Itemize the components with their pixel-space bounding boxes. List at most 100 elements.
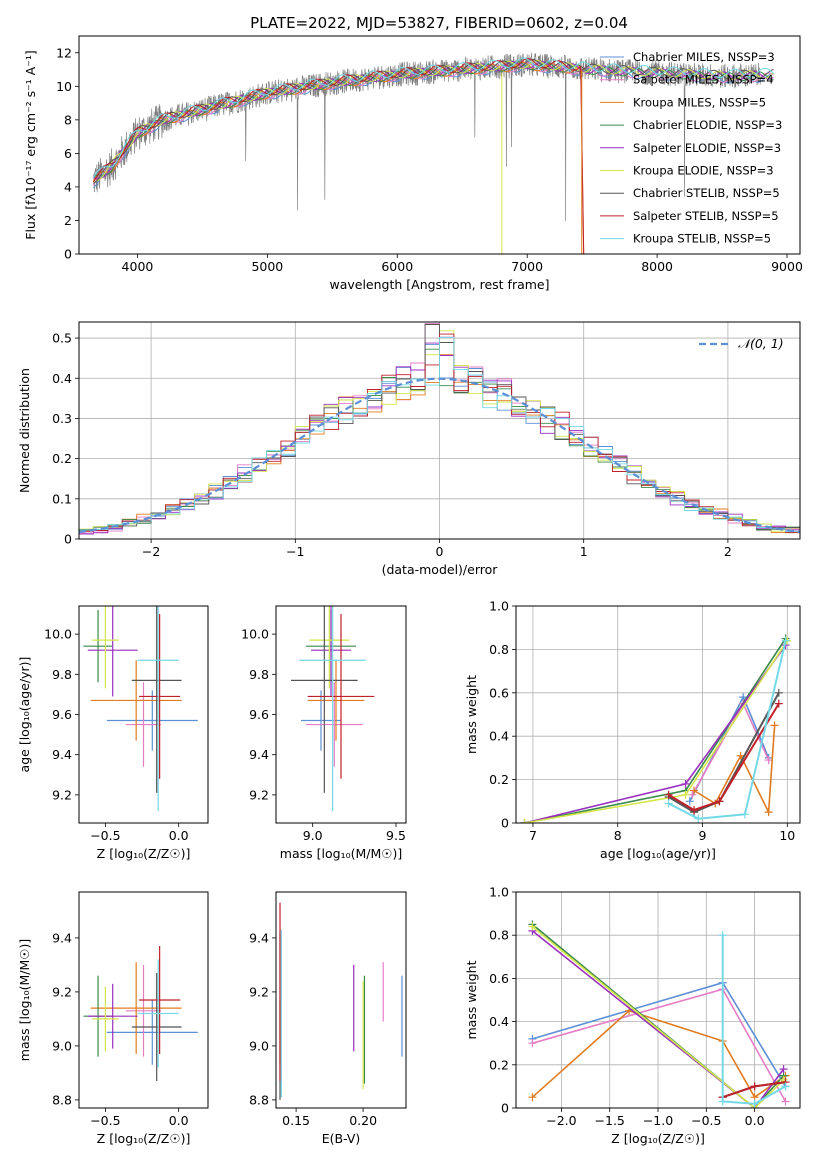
y-tick-label: 9.6 xyxy=(249,707,269,722)
spectrum-lines xyxy=(92,52,774,254)
marker-kroupa_stelib xyxy=(750,1099,759,1108)
x-tick-label: 6000 xyxy=(381,259,413,274)
x-tick-label: −2.0 xyxy=(546,1113,576,1128)
spectrum-legend: Chabrier MILES, NSSP=3 Salpeter MILES, NS… xyxy=(600,50,782,246)
x-tick-label: −1.5 xyxy=(595,1113,625,1128)
legend-entry: 𝒩(0, 1) xyxy=(738,336,784,351)
marker-kroupa_miles xyxy=(528,1093,537,1102)
y-tick-label: 9.6 xyxy=(52,707,72,722)
x-axis-label: Z [log₁₀(Z/Z☉)] xyxy=(97,846,191,861)
y-tick-label: 9.4 xyxy=(249,747,269,762)
legend-entry: Kroupa MILES, NSSP=5 xyxy=(633,95,766,109)
y-tick-label: 0.2 xyxy=(52,451,72,466)
legend-entry: Chabrier STELIB, NSSP=5 xyxy=(633,186,780,200)
marker-salpeter_stelib xyxy=(690,805,699,814)
series-salpeter_stelib xyxy=(668,703,780,812)
y-tick-label: 10 xyxy=(56,79,72,94)
x-tick-label: 8 xyxy=(614,828,622,843)
model-chabrier_stelib xyxy=(93,58,774,184)
x-tick-label: −0.5 xyxy=(691,1113,721,1128)
x-tick-label: −0.5 xyxy=(90,1113,120,1128)
x-tick-label: 0.0 xyxy=(169,1113,189,1128)
y-tick-label: 8.8 xyxy=(249,1092,269,1107)
x-axis-label: E(B-V) xyxy=(322,1131,361,1146)
y-tick-label: 10.0 xyxy=(241,627,269,642)
y-tick-label: 0 xyxy=(64,247,72,262)
age_vs_Z-panel: −0.5 0.0 9.2 9.4 9.6 9.8 10.0 Z [log₁₀(Z/Z☉)] ag… xyxy=(17,605,209,861)
series-kroupa_elodie xyxy=(531,925,785,1108)
x-tick-label: −2 xyxy=(142,544,160,559)
y-tick-label: 9.2 xyxy=(52,787,72,802)
marker-kroupa_elodie xyxy=(681,790,690,799)
y-axis-label: age [log₁₀(age/yr)] xyxy=(17,657,32,773)
y-tick-label: 0.6 xyxy=(489,685,509,700)
x-tick-label: 2 xyxy=(724,544,732,559)
marker-kroupa_elodie xyxy=(520,819,529,823)
y-tick-label: 9.0 xyxy=(249,1038,269,1053)
x-axis-label: Z [log₁₀(Z/Z☉)] xyxy=(97,1131,191,1146)
y-tick-label: 0 xyxy=(501,816,509,831)
marker-kroupa_miles xyxy=(764,808,773,817)
marker-salpeter_elodie xyxy=(681,779,690,788)
x-axis-label: age [log₁₀(age/yr)] xyxy=(600,846,716,861)
marker-kroupa_elodie xyxy=(528,922,537,931)
legend-entry: Salpeter ELODIE, NSSP=3 xyxy=(633,141,781,155)
spectrum-panel: Chabrier MILES, NSSP=3 Salpeter MILES, NS… xyxy=(23,35,803,292)
y-tick-label: 0.6 xyxy=(489,971,509,986)
x-tick-label: 0.0 xyxy=(745,1113,765,1128)
y-tick-label: 0.8 xyxy=(489,928,509,943)
hist-kroupa_stelib xyxy=(79,337,800,534)
y-tick-label: 0.2 xyxy=(489,772,509,787)
errorbars xyxy=(291,606,375,811)
y-tick-label: 9.2 xyxy=(52,984,72,999)
x-tick-label: 10 xyxy=(779,828,795,843)
series-chabrier_elodie xyxy=(531,923,785,1108)
marker-kroupa_stelib xyxy=(781,636,790,645)
marker-kroupa_stelib xyxy=(694,814,703,823)
axes-frame xyxy=(275,891,407,1109)
series-kroupa_stelib xyxy=(721,935,786,1105)
mass_weight_vs_Z-panel: −2.0 −1.5 −1.0 −0.5 0.0 0 0.2 0.4 0.6 0.8 1.0 Z [lo… xyxy=(464,885,801,1146)
x-tick-label: 9.0 xyxy=(303,828,323,843)
marker-chabrier_stelib xyxy=(774,688,783,697)
series-kroupa_stelib xyxy=(668,640,787,820)
x-tick-label: −0.5 xyxy=(90,828,120,843)
x-tick-label: 9 xyxy=(699,828,707,843)
mass_weight_vs_age-panel: 7 8 9 10 0 0.2 0.4 0.6 0.8 1.0 age [log₁₀(age/yr)]… xyxy=(464,599,801,861)
x-tick-label: 0.0 xyxy=(169,828,189,843)
legend-entry: Kroupa ELODIE, NSSP=3 xyxy=(633,164,774,178)
y-tick-label: 9.2 xyxy=(249,984,269,999)
y-tick-label: 0.4 xyxy=(52,371,72,386)
y-axis-label: mass [log₁₀(M/M☉)] xyxy=(17,939,32,1061)
y-tick-label: 9.8 xyxy=(52,667,72,682)
y-tick-label: 8.8 xyxy=(52,1092,72,1107)
marker-salpeter_stelib xyxy=(715,797,724,806)
y-tick-label: 0.3 xyxy=(52,411,72,426)
errorbars xyxy=(83,946,198,1081)
y-tick-label: 2 xyxy=(64,213,72,228)
y-tick-label: 9.2 xyxy=(249,787,269,802)
y-tick-label: 4 xyxy=(64,179,72,194)
x-tick-label: −1.0 xyxy=(643,1113,673,1128)
x-axis-label: (data-model)/error xyxy=(382,562,499,577)
y-tick-label: 1.0 xyxy=(489,599,509,614)
mass_vs_Z-panel: −0.5 0.0 8.8 9.0 9.2 9.4 Z [log₁₀(Z/Z☉)] mass [… xyxy=(17,891,209,1146)
series-chabrier_elodie xyxy=(524,638,787,823)
axes-frame xyxy=(78,35,801,255)
series-salpeter_elodie xyxy=(531,930,785,1108)
legend-entry: Salpeter MILES, NSSP=4 xyxy=(633,73,774,87)
marker-kroupa_stelib xyxy=(664,799,673,808)
y-tick-label: 9.0 xyxy=(52,1038,72,1053)
mass_vs_ebv-panel: 0.15 0.20 8.8 9.0 9.2 9.4 E(B-V) xyxy=(249,891,407,1146)
x-tick-label: −1 xyxy=(286,544,304,559)
legend-entry: Chabrier ELODIE, NSSP=3 xyxy=(633,118,782,132)
marker-salpeter_miles xyxy=(764,756,773,765)
x-tick-label: 5000 xyxy=(251,259,283,274)
x-tick-label: 0 xyxy=(436,544,444,559)
y-tick-label: 0.2 xyxy=(489,1057,509,1072)
y-tick-label: 8 xyxy=(64,112,72,127)
y-tick-label: 0 xyxy=(64,532,72,547)
y-tick-label: 0 xyxy=(501,1101,509,1116)
marker-kroupa_stelib xyxy=(718,931,727,940)
y-tick-label: 12 xyxy=(56,45,72,60)
